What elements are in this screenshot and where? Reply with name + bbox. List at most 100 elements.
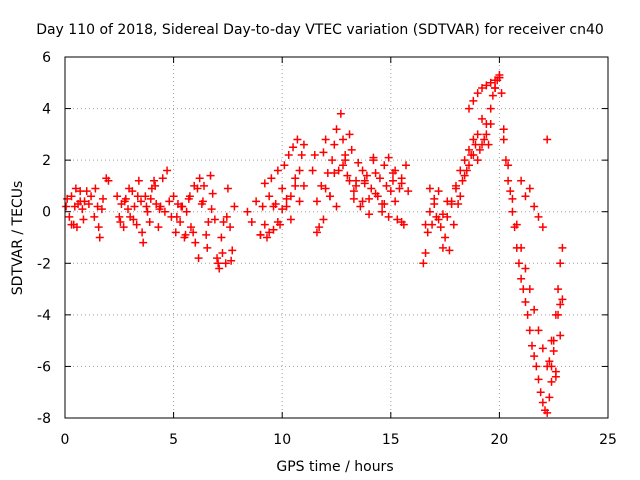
data-point — [525, 285, 534, 294]
data-point — [462, 166, 471, 175]
data-point — [336, 109, 345, 118]
data-point — [99, 194, 108, 203]
data-point — [339, 135, 348, 144]
x-tick-label: 5 — [169, 432, 178, 448]
data-point — [354, 158, 363, 167]
data-point — [360, 176, 369, 185]
data-point — [538, 223, 547, 232]
data-point — [545, 357, 554, 366]
data-point — [478, 114, 487, 123]
data-point — [70, 202, 79, 211]
data-point — [278, 184, 287, 193]
data-point — [375, 174, 384, 183]
data-point — [222, 212, 231, 221]
data-point — [341, 150, 350, 159]
data-point — [129, 215, 138, 224]
data-point — [312, 228, 321, 237]
data-point — [163, 166, 172, 175]
data-point — [289, 143, 298, 152]
data-point — [441, 233, 450, 242]
data-point — [125, 184, 134, 193]
data-point — [386, 187, 395, 196]
data-point — [473, 156, 482, 165]
data-point — [286, 192, 295, 201]
data-point — [458, 176, 467, 185]
data-point — [185, 192, 194, 201]
data-point — [293, 135, 302, 144]
data-point — [334, 166, 343, 175]
data-point — [213, 254, 222, 263]
data-point — [152, 199, 161, 208]
data-point — [71, 184, 80, 193]
data-point — [76, 197, 85, 206]
data-point — [345, 176, 354, 185]
data-point — [95, 233, 104, 242]
data-point — [256, 230, 265, 239]
y-axis-label: SDTVAR / TECUs — [10, 181, 26, 296]
y-tick-label: -6 — [37, 359, 51, 375]
data-point — [352, 181, 361, 190]
data-point — [391, 197, 400, 206]
data-point — [203, 243, 212, 252]
data-point — [378, 207, 387, 216]
data-point — [475, 145, 484, 154]
data-point — [347, 145, 356, 154]
data-point — [218, 248, 227, 257]
x-tick-label: 10 — [273, 432, 291, 448]
data-point — [332, 202, 341, 211]
data-point — [469, 96, 478, 105]
data-point — [116, 218, 125, 227]
data-point — [554, 310, 563, 319]
data-point — [514, 259, 523, 268]
y-tick-label: -4 — [37, 308, 51, 324]
y-tick-label: -2 — [37, 256, 51, 272]
data-points — [62, 71, 567, 417]
data-point — [228, 246, 237, 255]
data-point — [434, 187, 443, 196]
data-point — [315, 223, 324, 232]
data-point — [119, 223, 128, 232]
data-point — [384, 153, 393, 162]
data-point — [186, 223, 195, 232]
data-point — [139, 238, 148, 247]
data-point — [460, 156, 469, 165]
data-point — [538, 344, 547, 353]
data-point — [194, 254, 203, 263]
data-point — [419, 259, 428, 268]
data-point — [556, 300, 565, 309]
data-point — [397, 218, 406, 227]
data-point — [97, 205, 106, 214]
data-point — [177, 202, 186, 211]
data-point — [445, 246, 454, 255]
data-point — [145, 218, 154, 227]
data-point — [349, 194, 358, 203]
data-point — [160, 207, 169, 216]
data-point — [150, 176, 159, 185]
data-point — [443, 197, 452, 206]
data-point — [310, 150, 319, 159]
data-point — [84, 199, 93, 208]
data-point — [67, 192, 76, 201]
data-point — [176, 218, 185, 227]
data-point — [206, 171, 215, 180]
data-point — [491, 76, 500, 85]
data-point — [345, 130, 354, 139]
data-point — [82, 187, 91, 196]
data-point — [545, 393, 554, 402]
data-point — [534, 212, 543, 221]
data-point — [191, 238, 200, 247]
data-point — [551, 372, 560, 381]
data-point — [260, 179, 269, 188]
data-point — [93, 202, 102, 211]
data-point — [204, 218, 213, 227]
data-point — [438, 210, 447, 219]
x-tick-label: 0 — [61, 432, 70, 448]
data-point — [530, 202, 539, 211]
data-point — [280, 161, 289, 170]
data-point — [506, 187, 515, 196]
data-point — [330, 169, 339, 178]
data-point — [449, 220, 458, 229]
data-point — [133, 192, 142, 201]
data-point — [497, 89, 506, 98]
